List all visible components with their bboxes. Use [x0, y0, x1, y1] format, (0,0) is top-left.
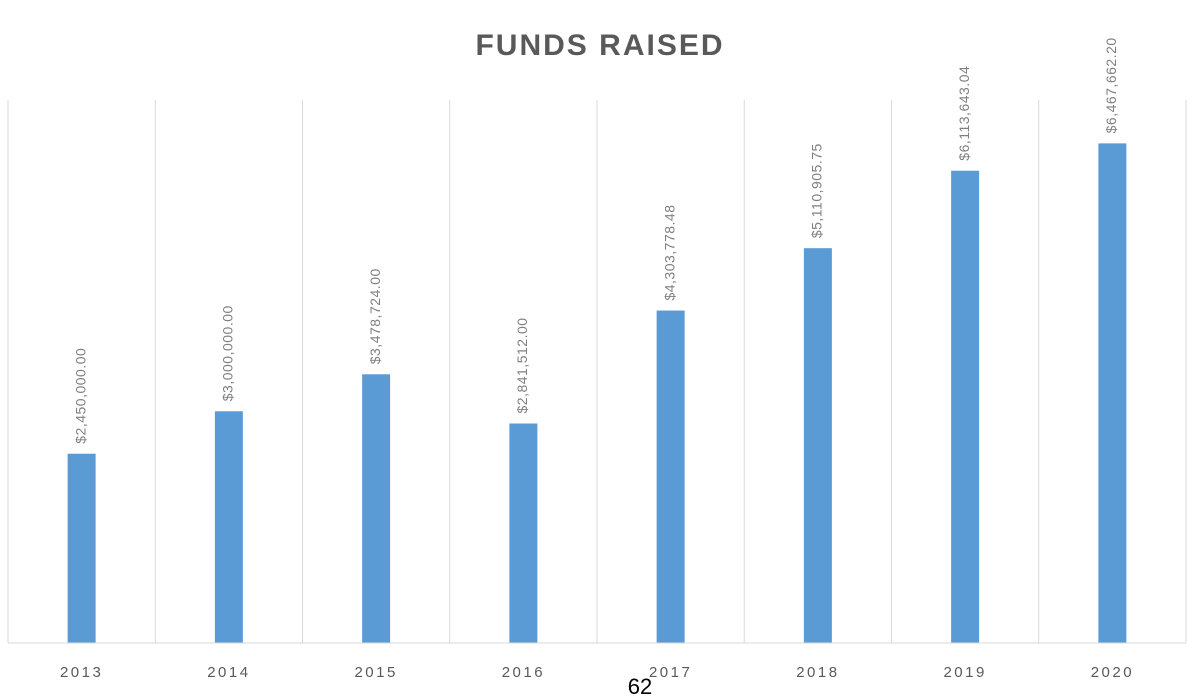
- value-label: $2,841,512.00: [514, 317, 530, 413]
- value-label: $5,110,905.75: [809, 143, 825, 238]
- x-tick-label: 2016: [502, 664, 545, 681]
- value-label: $3,478,724.00: [367, 268, 383, 364]
- bar: [656, 310, 685, 643]
- x-tick-label: 2015: [354, 664, 397, 681]
- bar: [1098, 143, 1127, 643]
- value-label: $3,000,000.00: [220, 305, 236, 401]
- value-label: $4,303,778.48: [661, 205, 677, 301]
- bar: [214, 411, 243, 643]
- x-tick-label: 2020: [1091, 664, 1134, 681]
- page-number: 62: [628, 674, 652, 698]
- x-tick-label: 2017: [649, 664, 692, 681]
- bar: [803, 248, 832, 643]
- bar: [951, 170, 980, 643]
- x-tick-label: 2014: [207, 664, 250, 681]
- value-label: $6,467,662.20: [1103, 37, 1119, 133]
- bar: [509, 423, 538, 643]
- x-tick-label: 2013: [60, 664, 103, 681]
- bar: [67, 453, 96, 643]
- chart-title: FUNDS RAISED: [475, 29, 724, 62]
- x-tick-label: 2018: [796, 664, 839, 681]
- value-label: $6,113,643.04: [956, 66, 972, 161]
- x-tick-label: 2019: [943, 664, 986, 681]
- bar: [362, 374, 391, 643]
- value-label: $2,450,000.00: [72, 348, 88, 444]
